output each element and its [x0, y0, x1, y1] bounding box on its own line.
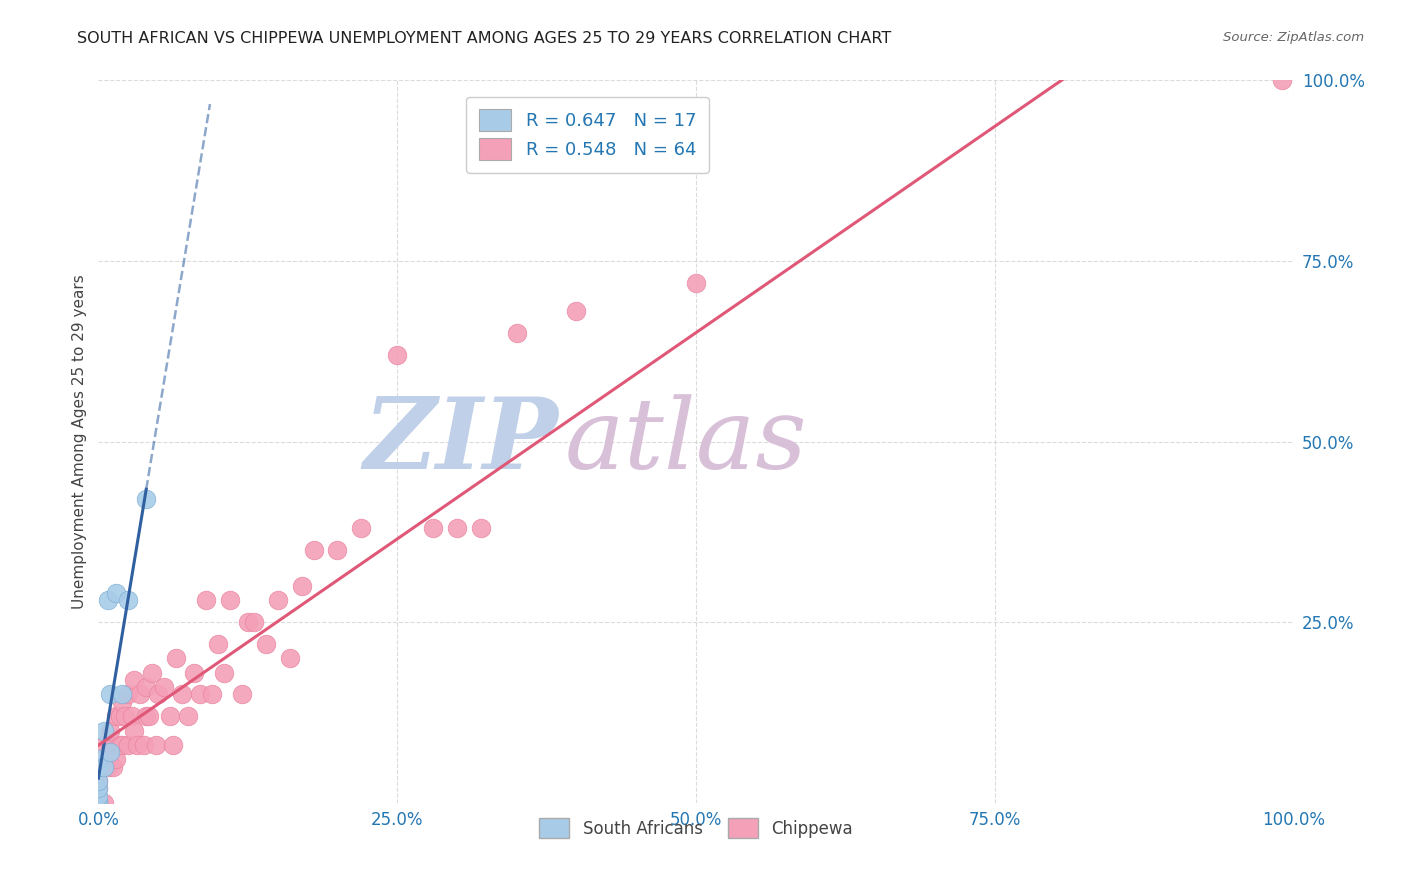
Point: [385, 348, 409, 362]
Point: [105, 586, 128, 600]
Point: [195, 593, 218, 607]
Point: [87, 796, 110, 810]
Point: [105, 709, 128, 723]
Point: [97, 760, 120, 774]
Point: [188, 687, 211, 701]
Point: [108, 709, 131, 723]
Point: [685, 276, 707, 290]
Point: [177, 709, 200, 723]
Point: [267, 593, 290, 607]
Text: atlas: atlas: [565, 394, 807, 489]
Point: [254, 637, 277, 651]
Point: [350, 521, 373, 535]
Point: [138, 709, 160, 723]
Point: [98, 723, 122, 738]
Point: [105, 752, 128, 766]
Point: [212, 665, 235, 680]
Point: [278, 651, 301, 665]
Point: [98, 687, 122, 701]
Point: [506, 326, 529, 340]
Point: [87, 796, 110, 810]
Legend: South Africans, Chippewa: South Africans, Chippewa: [533, 812, 859, 845]
Point: [117, 687, 139, 701]
Point: [135, 492, 157, 507]
Point: [201, 687, 224, 701]
Point: [108, 738, 131, 752]
Point: [87, 796, 110, 810]
Point: [98, 745, 122, 759]
Point: [87, 774, 110, 789]
Point: [117, 738, 139, 752]
Point: [326, 542, 349, 557]
Point: [93, 760, 115, 774]
Point: [129, 687, 152, 701]
Point: [159, 709, 181, 723]
Point: [162, 738, 184, 752]
Point: [111, 687, 134, 701]
Point: [87, 752, 110, 766]
Point: [124, 673, 146, 687]
Point: [98, 738, 122, 752]
Point: [87, 760, 110, 774]
Point: [111, 695, 134, 709]
Text: Source: ZipAtlas.com: Source: ZipAtlas.com: [1223, 31, 1364, 45]
Point: [165, 651, 187, 665]
Point: [87, 760, 110, 774]
Point: [132, 738, 155, 752]
Point: [93, 738, 115, 752]
Point: [121, 709, 143, 723]
Point: [87, 774, 110, 789]
Point: [114, 709, 136, 723]
Point: [141, 665, 163, 680]
Point: [111, 738, 134, 752]
Point: [153, 680, 176, 694]
Point: [125, 738, 148, 752]
Point: [93, 796, 115, 810]
Point: [87, 781, 110, 796]
Point: [97, 593, 120, 607]
Point: [302, 542, 325, 557]
Point: [87, 781, 110, 796]
Point: [135, 709, 157, 723]
Point: [470, 521, 492, 535]
Point: [87, 789, 110, 803]
Point: [422, 521, 444, 535]
Point: [91, 760, 114, 774]
Point: [446, 521, 468, 535]
Point: [236, 615, 259, 630]
Point: [183, 665, 205, 680]
Point: [145, 738, 167, 752]
Point: [87, 796, 110, 810]
Point: [101, 760, 124, 774]
Text: SOUTH AFRICAN VS CHIPPEWA UNEMPLOYMENT AMONG AGES 25 TO 29 YEARS CORRELATION CHA: SOUTH AFRICAN VS CHIPPEWA UNEMPLOYMENT A…: [77, 31, 891, 46]
Point: [124, 723, 146, 738]
Point: [1271, 73, 1294, 87]
Point: [565, 304, 588, 318]
Y-axis label: Unemployment Among Ages 25 to 29 years: Unemployment Among Ages 25 to 29 years: [72, 274, 87, 609]
Point: [231, 687, 253, 701]
Point: [117, 593, 139, 607]
Point: [291, 579, 314, 593]
Point: [148, 687, 170, 701]
Point: [93, 723, 115, 738]
Point: [243, 615, 266, 630]
Point: [135, 680, 157, 694]
Point: [172, 687, 194, 701]
Point: [207, 637, 229, 651]
Point: [219, 593, 242, 607]
Point: [87, 796, 110, 810]
Text: ZIP: ZIP: [364, 393, 558, 490]
